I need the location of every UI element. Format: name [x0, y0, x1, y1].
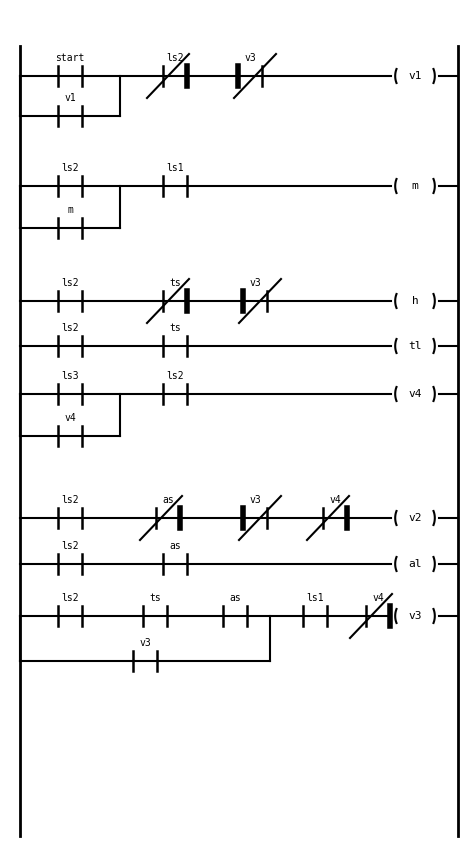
Text: v2: v2 — [408, 513, 422, 523]
Text: ls1: ls1 — [306, 593, 324, 603]
Text: ls2: ls2 — [166, 371, 184, 381]
Text: ls2: ls2 — [61, 163, 79, 173]
Text: ls2: ls2 — [166, 53, 184, 63]
Text: as: as — [169, 541, 181, 551]
Text: h: h — [411, 296, 419, 306]
Text: ts: ts — [149, 593, 161, 603]
Text: as: as — [229, 593, 241, 603]
Text: ts: ts — [169, 278, 181, 288]
Text: ls2: ls2 — [61, 541, 79, 551]
Text: al: al — [408, 559, 422, 569]
Text: v3: v3 — [249, 495, 261, 505]
Text: tl: tl — [408, 341, 422, 351]
Text: as: as — [162, 495, 174, 505]
Text: v4: v4 — [329, 495, 341, 505]
Text: m: m — [67, 205, 73, 215]
Text: ts: ts — [169, 323, 181, 333]
Text: ls3: ls3 — [61, 371, 79, 381]
Text: v4: v4 — [64, 413, 76, 423]
Text: ls2: ls2 — [61, 593, 79, 603]
Text: ls2: ls2 — [61, 495, 79, 505]
Text: v3: v3 — [244, 53, 256, 63]
Text: v1: v1 — [408, 71, 422, 81]
Text: v4: v4 — [372, 593, 384, 603]
Text: ls2: ls2 — [61, 323, 79, 333]
Text: v3: v3 — [139, 638, 151, 648]
Text: v3: v3 — [408, 611, 422, 621]
Text: v3: v3 — [249, 278, 261, 288]
Text: start: start — [55, 53, 85, 63]
Text: v1: v1 — [64, 93, 76, 103]
Text: ls2: ls2 — [61, 278, 79, 288]
Text: v4: v4 — [408, 389, 422, 399]
Text: ls1: ls1 — [166, 163, 184, 173]
Text: m: m — [411, 181, 419, 191]
